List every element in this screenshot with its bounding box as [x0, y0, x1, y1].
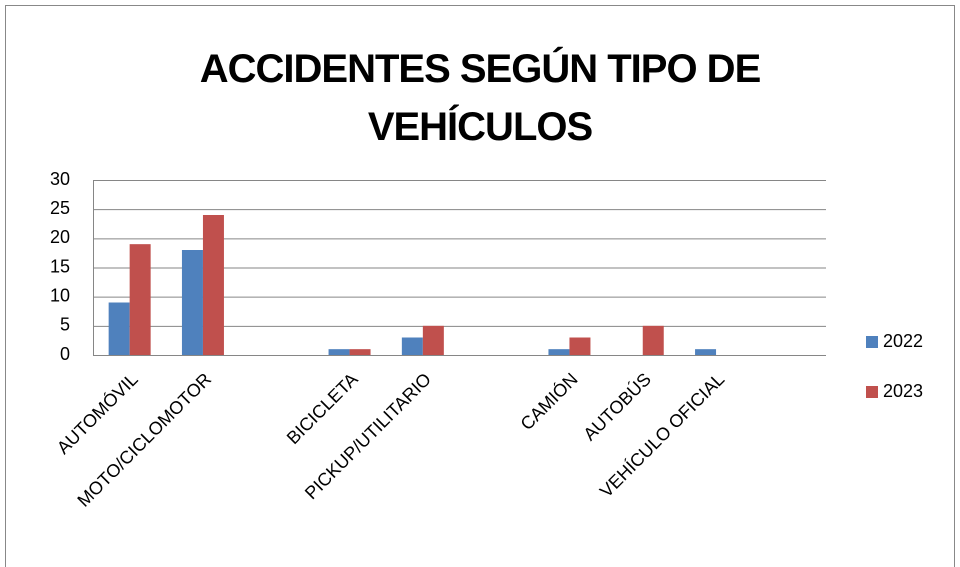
y-tick-label: 20 — [50, 227, 70, 247]
chart-border — [5, 5, 955, 567]
y-tick-label: 5 — [60, 315, 70, 335]
bar — [129, 244, 151, 355]
x-tick-label: VEHÍCULO OFICIAL — [596, 369, 728, 501]
x-tick-label: MOTO/CICLOMOTOR — [73, 369, 215, 511]
bar — [422, 325, 444, 355]
x-tick-label: BICICLETA — [283, 369, 362, 448]
bar — [328, 349, 350, 355]
y-tick-label: 25 — [50, 198, 70, 218]
legend-swatch — [866, 336, 878, 348]
y-tick-label: 30 — [50, 169, 70, 189]
chart-title: ACCIDENTES SEGÚN TIPO DE VEHÍCULOS — [199, 47, 762, 149]
bar — [642, 325, 664, 355]
bar — [202, 215, 224, 355]
y-tick-label: 0 — [60, 344, 70, 364]
x-tick-label: AUTOBÚS — [579, 368, 655, 444]
y-tick-label: 15 — [50, 256, 70, 276]
bar — [569, 337, 591, 355]
bar — [108, 302, 130, 355]
legend-swatch — [866, 386, 878, 398]
legend-label: 2023 — [883, 381, 923, 401]
x-tick-label: PICKUP/UTILITARIO — [301, 369, 435, 503]
bar — [349, 349, 371, 355]
bar — [401, 337, 423, 355]
bar — [695, 349, 717, 355]
bar — [181, 250, 203, 355]
y-tick-label: 10 — [50, 285, 70, 305]
x-tick-label: CAMIÓN — [516, 368, 582, 434]
bar — [548, 349, 570, 355]
legend-label: 2022 — [883, 331, 923, 351]
